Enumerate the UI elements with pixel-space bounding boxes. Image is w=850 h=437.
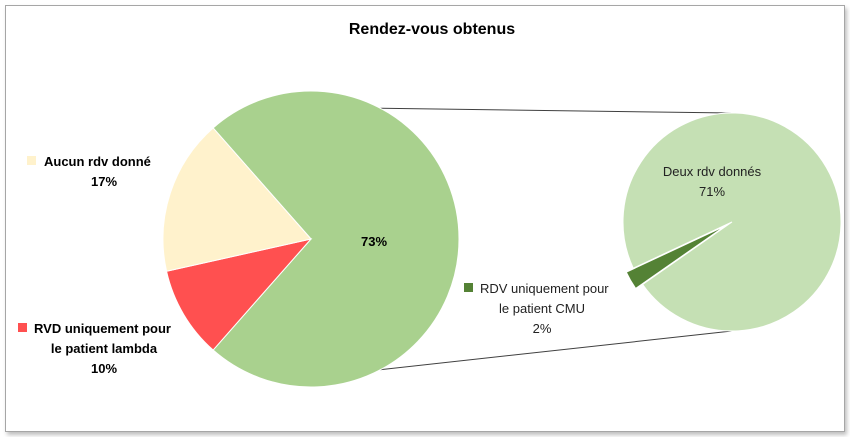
- legend-label-aucun-rdv: Aucun rdv donné: [44, 154, 151, 169]
- chart-area: Rendez-vous obtenus 73% Deux rdv donnés …: [5, 5, 845, 432]
- legend-entry-patient-lambda: RVD uniquement pour le patient lambda 10…: [18, 321, 171, 376]
- chart-title: Rendez-vous obtenus: [349, 21, 515, 38]
- connector-line-bottom: [380, 330, 733, 371]
- secondary-pie-value-label: 71%: [699, 184, 725, 199]
- legend-value-aucun-rdv: 17%: [91, 174, 117, 189]
- connector-line-top: [380, 107, 733, 114]
- main-slice-aucun-rdv: [162, 127, 312, 272]
- secondary-pie-name-label: Deux rdv donnés: [663, 164, 762, 179]
- secondary-slice-deux-rdv: [622, 112, 842, 332]
- secondary-pie: [622, 112, 842, 332]
- secondary-slice-patient-cmu: [625, 225, 726, 290]
- legend-label-patient-lambda-line1: RVD uniquement pour: [34, 321, 171, 336]
- legend-label-patient-cmu-line1: RDV uniquement pour: [480, 281, 609, 296]
- legend-swatch-patient-cmu: [464, 283, 473, 292]
- legend-swatch-aucun-rdv: [27, 156, 36, 165]
- legend-label-patient-lambda-line2: le patient lambda: [51, 341, 158, 356]
- main-pie-value-label: 73%: [361, 234, 387, 249]
- legend-value-patient-lambda: 10%: [91, 361, 117, 376]
- connector-lines: [380, 107, 733, 371]
- legend-value-patient-cmu: 2%: [533, 321, 552, 336]
- legend-swatch-patient-lambda: [18, 323, 27, 332]
- legend-label-patient-cmu-line2: le patient CMU: [499, 301, 585, 316]
- main-pie: [162, 90, 460, 388]
- main-slice-patient-lambda: [165, 238, 313, 351]
- legend-entry-patient-cmu: RDV uniquement pour le patient CMU 2%: [464, 281, 609, 336]
- legend-entry-aucun-rdv: Aucun rdv donné 17%: [27, 154, 151, 189]
- pie-of-pie-chart: Rendez-vous obtenus 73% Deux rdv donnés …: [18, 21, 842, 388]
- main-slice-other: [212, 90, 460, 388]
